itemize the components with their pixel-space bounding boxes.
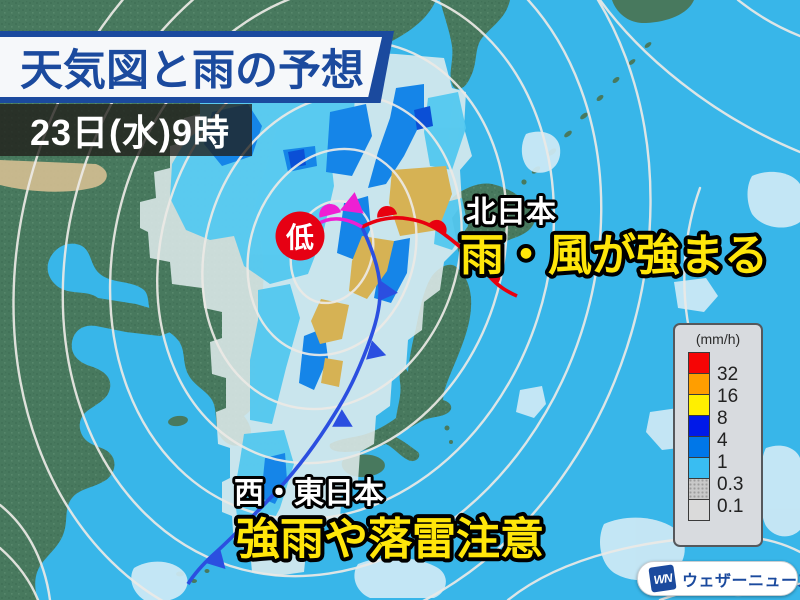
- desert-patch: [0, 160, 107, 192]
- legend-threshold-8: 8: [717, 408, 728, 429]
- cold-front: [186, 226, 398, 585]
- map-annotations: 北日本 雨・風が強まる 西・東日本 強雨や落雷注意: [231, 193, 772, 568]
- legend-swatch-6: [688, 478, 710, 500]
- legend-swatch-5: [688, 457, 710, 479]
- wn-logo-icon: WN: [648, 564, 677, 593]
- wn-logo-mark-text: WN: [652, 570, 673, 587]
- title-banner: 天気図と雨の予想: [0, 31, 394, 103]
- legend-threshold-0.1: 0.1: [717, 496, 744, 517]
- kamchatka-corner: [612, 0, 694, 24]
- legend-threshold-32: 32: [717, 364, 739, 385]
- legend-swatch-1: [688, 373, 710, 395]
- low-pressure-label: 低: [285, 222, 314, 253]
- legend-thresholds: 32 16 8 4 1 0.3 0.1: [717, 325, 761, 545]
- datetime-text: 23日(水)9時: [30, 112, 231, 153]
- west-region-label: 西・東日本: [234, 477, 384, 510]
- legend-swatch-2: [688, 394, 710, 416]
- legend-threshold-1: 1: [717, 452, 728, 473]
- legend-threshold-0.3: 0.3: [717, 474, 744, 495]
- west-region-message: 強雨や落雷注意: [236, 515, 544, 564]
- page-title: 天気図と雨の予想: [20, 47, 364, 95]
- legend-threshold-4: 4: [717, 430, 728, 451]
- weathernews-logo-text: ウェザーニュース: [682, 572, 800, 590]
- jeju-island: [168, 415, 188, 427]
- legend-swatch-4: [688, 436, 710, 458]
- north-region-label: 北日本: [466, 196, 556, 229]
- warm-front: [361, 206, 518, 298]
- legend-threshold-16: 16: [717, 386, 739, 407]
- rain-intensity-legend: (mm/h) 32 16 8 4 1 0.3 0.1: [673, 323, 763, 547]
- weather-fronts: [186, 192, 518, 585]
- legend-swatches: [688, 352, 710, 521]
- north-region-message: 雨・風が強まる: [460, 231, 768, 280]
- legend-unit-label: (mm/h): [695, 331, 741, 347]
- title-banner-inner: 天気図と雨の予想: [0, 37, 382, 97]
- datetime-badge: 23日(水)9時: [0, 104, 252, 156]
- low-pressure-marker: 低: [275, 211, 325, 261]
- legend-swatch-7: [688, 499, 710, 521]
- legend-swatch-3: [688, 415, 710, 437]
- legend-swatch-0: [688, 352, 710, 374]
- rain-strong-areas: [288, 106, 433, 168]
- weathernews-logo: WN ウェザーニュース: [637, 561, 800, 596]
